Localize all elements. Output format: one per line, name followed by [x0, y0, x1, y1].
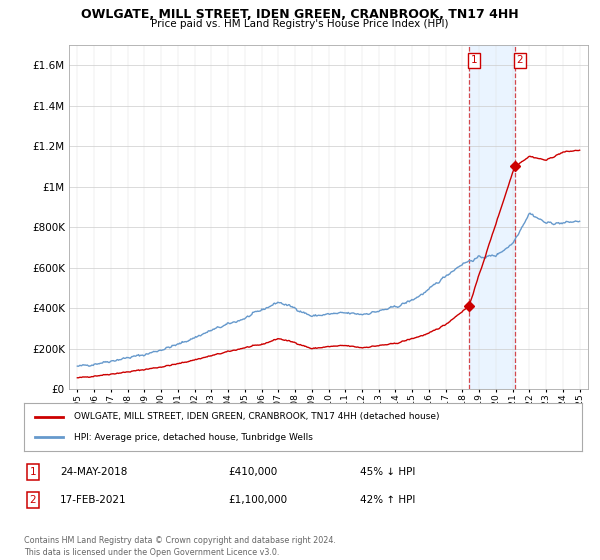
Text: Contains HM Land Registry data © Crown copyright and database right 2024.
This d: Contains HM Land Registry data © Crown c…: [24, 536, 336, 557]
Text: £410,000: £410,000: [228, 467, 277, 477]
Text: £1,100,000: £1,100,000: [228, 495, 287, 505]
Text: 17-FEB-2021: 17-FEB-2021: [60, 495, 127, 505]
Text: 24-MAY-2018: 24-MAY-2018: [60, 467, 127, 477]
Text: 2: 2: [29, 495, 37, 505]
Text: 2: 2: [517, 55, 523, 65]
Text: 42% ↑ HPI: 42% ↑ HPI: [360, 495, 415, 505]
Text: 1: 1: [29, 467, 37, 477]
Text: OWLGATE, MILL STREET, IDEN GREEN, CRANBROOK, TN17 4HH (detached house): OWLGATE, MILL STREET, IDEN GREEN, CRANBR…: [74, 412, 440, 421]
Text: Price paid vs. HM Land Registry's House Price Index (HPI): Price paid vs. HM Land Registry's House …: [151, 19, 449, 29]
Text: HPI: Average price, detached house, Tunbridge Wells: HPI: Average price, detached house, Tunb…: [74, 433, 313, 442]
Text: 1: 1: [470, 55, 477, 65]
Text: 45% ↓ HPI: 45% ↓ HPI: [360, 467, 415, 477]
Text: OWLGATE, MILL STREET, IDEN GREEN, CRANBROOK, TN17 4HH: OWLGATE, MILL STREET, IDEN GREEN, CRANBR…: [81, 8, 519, 21]
Bar: [469, 45, 515, 389]
